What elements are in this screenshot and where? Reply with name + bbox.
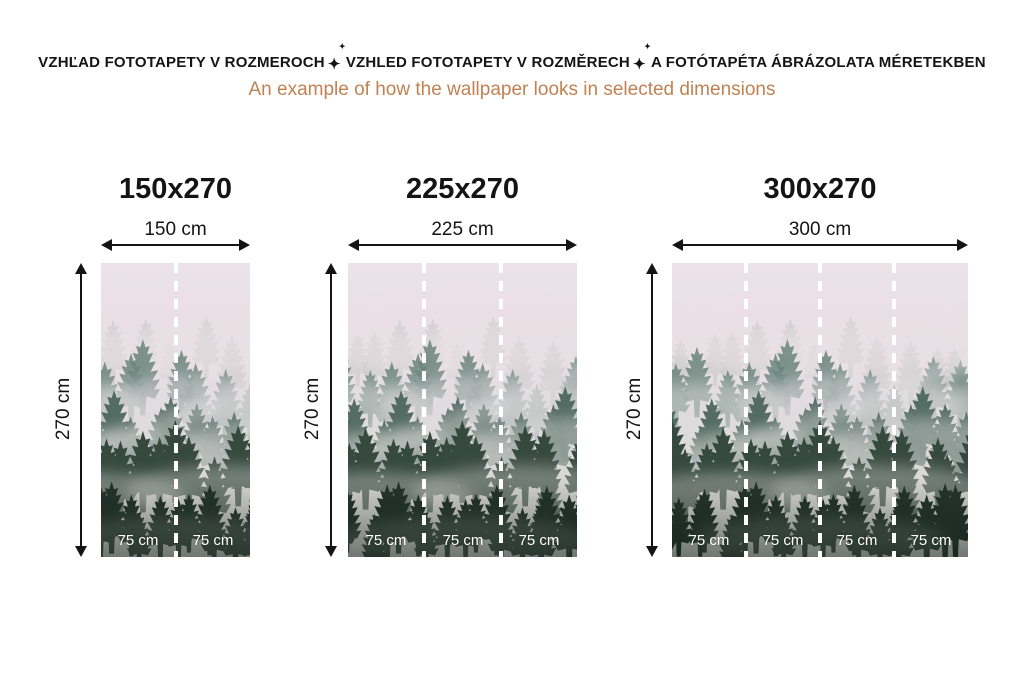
height-arrow — [75, 263, 87, 557]
height-label: 270 cm — [302, 377, 323, 441]
sparkle-icon: ✦ ✦ — [632, 42, 651, 73]
width-label: 225 cm — [431, 219, 494, 240]
segment-label: 75 cm — [688, 532, 730, 549]
title-part-cz: VZHLED FOTOTAPETY V ROZMĚRECH — [345, 54, 630, 71]
width-arrow — [348, 239, 577, 251]
segment-label: 75 cm — [442, 532, 484, 549]
panel-seam-dashed-line — [422, 263, 427, 557]
height-arrow — [325, 263, 337, 557]
segment-label: 75 cm — [762, 532, 804, 549]
segment-label: 75 cm — [365, 532, 407, 549]
wallpaper-preview: 75 cm 75 cm 75 cm 75 cm — [672, 263, 968, 557]
panel-seam-dashed-line — [892, 263, 896, 557]
width-label: 150 cm — [144, 219, 207, 240]
segment-label: 75 cm — [518, 532, 560, 549]
width-arrow — [101, 239, 250, 251]
panel-title: 225x270 — [406, 173, 519, 205]
height-label: 270 cm — [53, 377, 74, 441]
title-part-hu: A FOTÓTAPÉTA ÁBRÁZOLATA MÉRETEKBEN — [650, 54, 986, 71]
segment-label: 75 cm — [910, 532, 952, 549]
forest-image — [348, 263, 577, 557]
height-label: 270 cm — [624, 377, 645, 441]
subtitle: An example of how the wallpaper looks in… — [248, 79, 776, 100]
segment-label: 75 cm — [836, 532, 878, 549]
wallpaper-preview: 75 cm 75 cm 75 cm — [348, 263, 577, 557]
title-part-sk: VZHĽAD FOTOTAPETY V ROZMEROCH — [38, 54, 325, 71]
segment-label: 75 cm — [117, 532, 159, 549]
height-arrow — [646, 263, 658, 557]
panel-seam-dashed-line — [818, 263, 822, 557]
panel-seam-dashed-line — [744, 263, 748, 557]
sparkle-icon: ✦ ✦ — [327, 42, 346, 73]
width-label: 300 cm — [788, 219, 852, 240]
segment-label: 75 cm — [192, 532, 234, 549]
panel-title: 300x270 — [763, 173, 877, 205]
width-arrow — [672, 239, 968, 251]
wallpaper-preview: 75 cm 75 cm — [101, 263, 250, 557]
panel-seam-dashed-line — [498, 263, 503, 557]
panel-seam-dashed-line — [173, 263, 178, 557]
page-title: VZHĽAD FOTOTAPETY V ROZMEROCH ✦ ✦ VZHLED FO… — [0, 42, 1024, 73]
panel-title: 150x270 — [119, 173, 232, 205]
